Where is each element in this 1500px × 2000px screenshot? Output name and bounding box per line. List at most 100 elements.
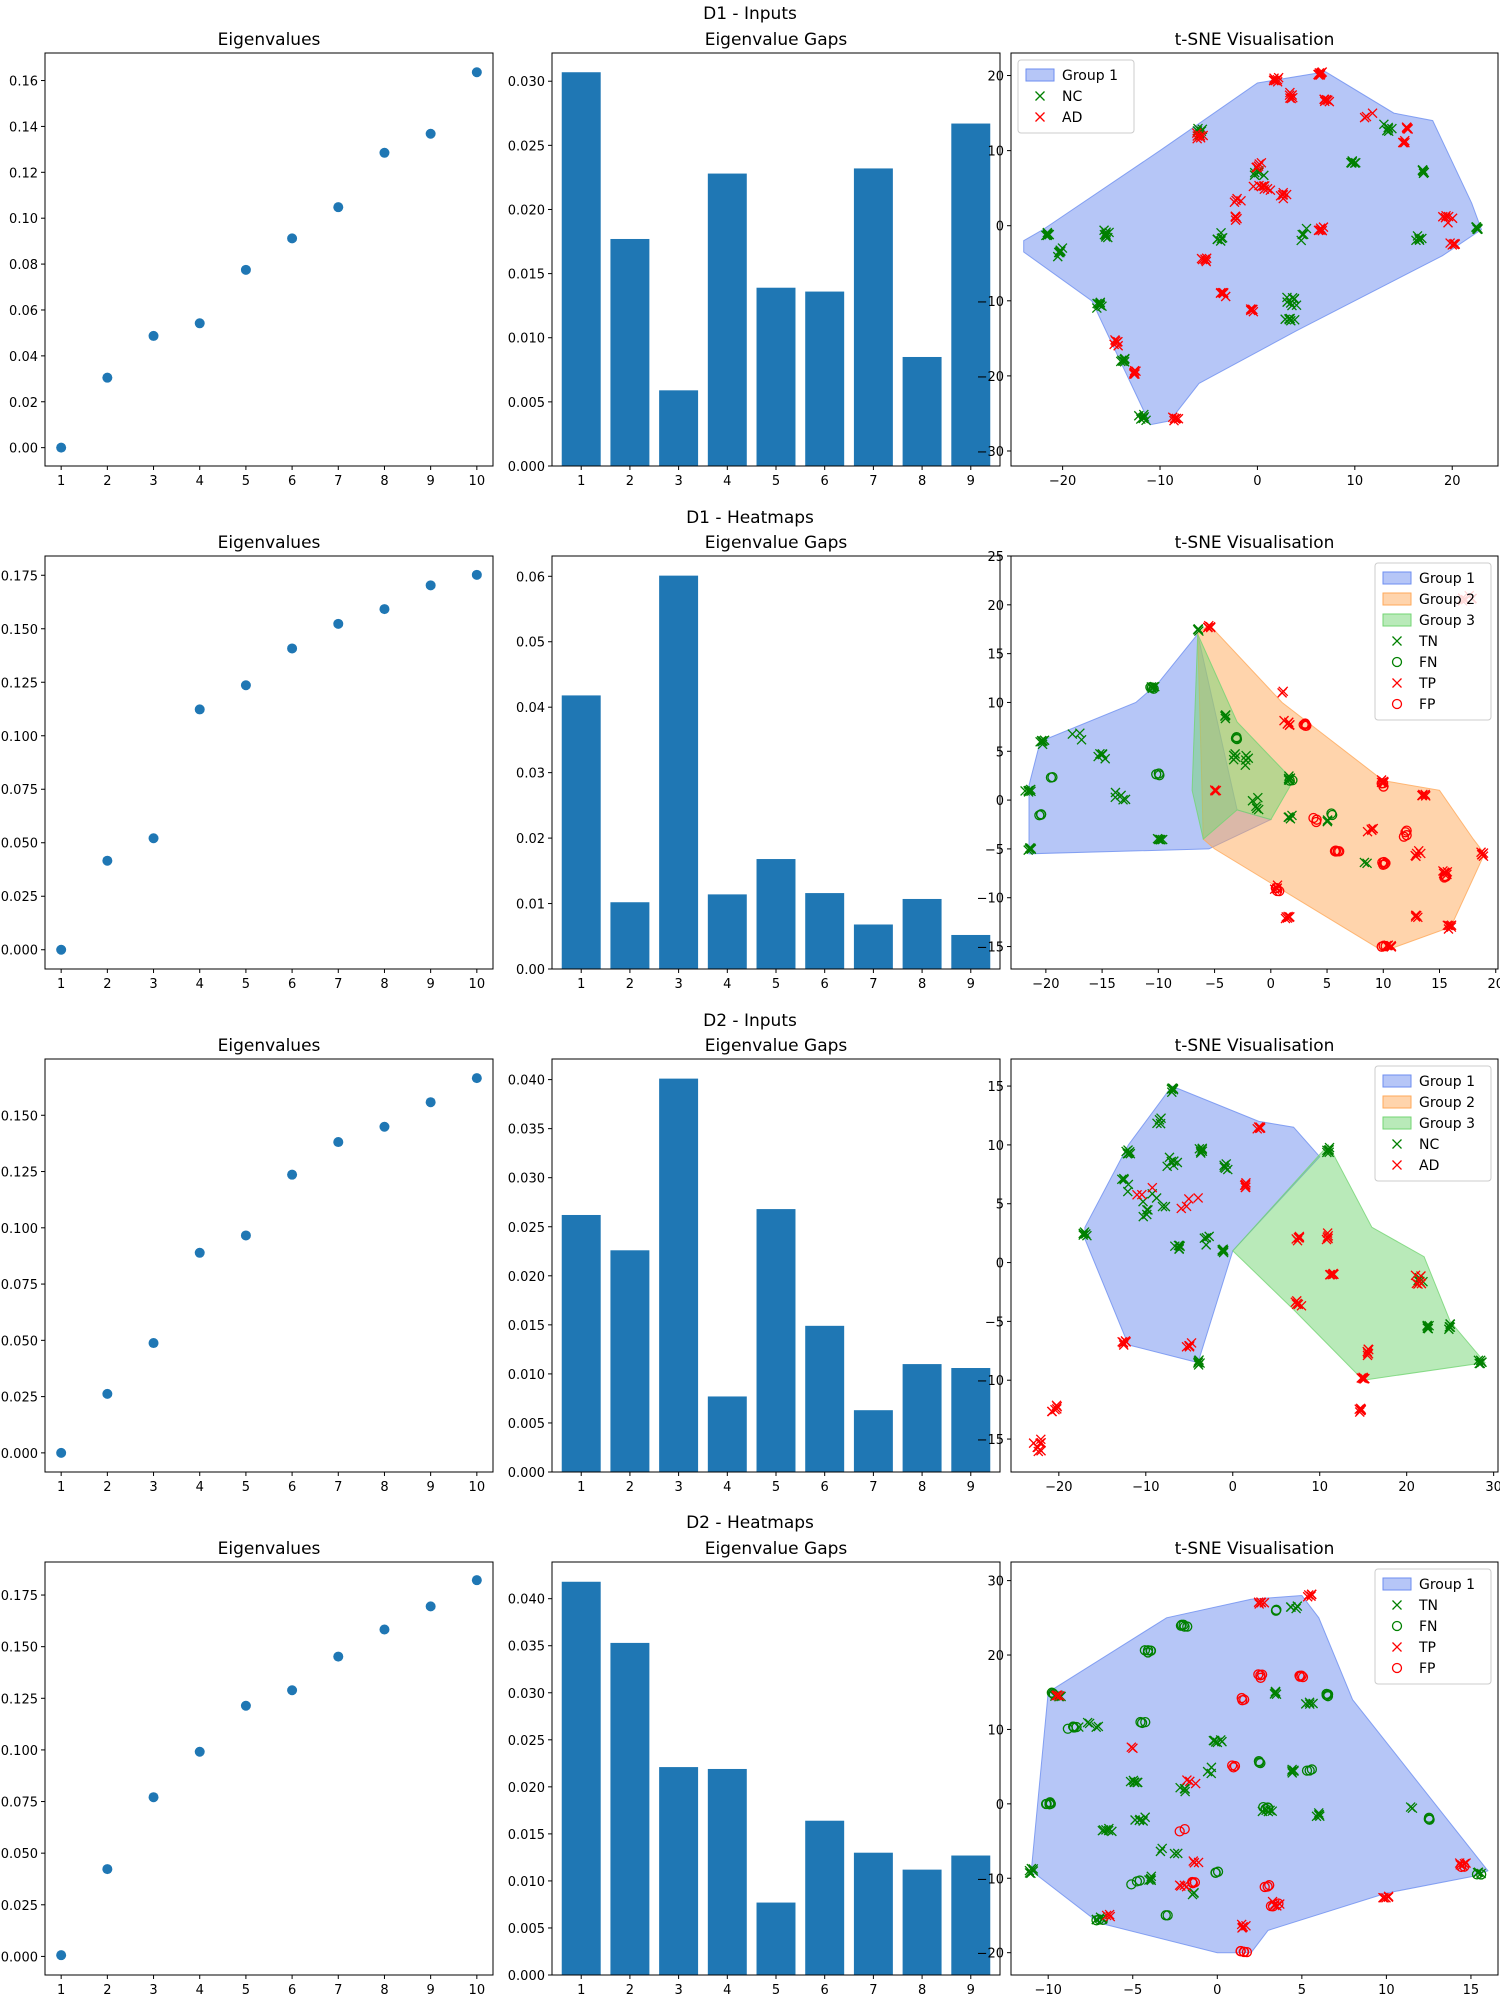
x-tick-label: 2 bbox=[626, 977, 634, 992]
y-tick-label: 0.025 bbox=[508, 1221, 545, 1236]
marker-x bbox=[1174, 1244, 1185, 1255]
marker-o bbox=[1334, 846, 1345, 857]
marker-o bbox=[1423, 1812, 1435, 1823]
x-tick-label: 8 bbox=[918, 977, 926, 992]
marker-x bbox=[1042, 229, 1053, 240]
eigenvalue-point bbox=[194, 1746, 205, 1757]
x-tick-label: 0 bbox=[1267, 977, 1275, 992]
marker-x bbox=[1289, 293, 1300, 304]
marker-x bbox=[1443, 920, 1454, 931]
marker-x bbox=[1284, 912, 1295, 923]
x-tick-label: 9 bbox=[427, 474, 435, 489]
x-tick-label: 8 bbox=[918, 474, 926, 489]
marker-x bbox=[1366, 824, 1377, 835]
marker-x bbox=[1416, 790, 1427, 801]
marker-x bbox=[1230, 212, 1241, 223]
x-tick-label: 7 bbox=[869, 1983, 877, 1998]
marker-x bbox=[1147, 1182, 1158, 1193]
gap-bar bbox=[853, 168, 893, 466]
marker-o bbox=[1391, 656, 1403, 668]
y-tick-label: −5 bbox=[985, 843, 1004, 858]
x-tick-label: 10 bbox=[469, 1983, 486, 1998]
marker-x bbox=[1051, 1403, 1062, 1414]
plot-title: Eigenvalue Gaps bbox=[705, 30, 848, 50]
y-tick-label: 20 bbox=[987, 599, 1004, 614]
x-tick-label: 1 bbox=[577, 977, 585, 992]
marker-x bbox=[1155, 1118, 1166, 1129]
x-tick-label: 9 bbox=[427, 977, 435, 992]
marker-x bbox=[1278, 686, 1289, 697]
x-tick-label: 1 bbox=[57, 977, 65, 992]
marker-x bbox=[1356, 1373, 1367, 1383]
eigenvalue-point bbox=[379, 1121, 390, 1132]
marker-x bbox=[1215, 236, 1226, 246]
y-tick-label: 0.020 bbox=[508, 203, 545, 218]
x-tick-label: 10 bbox=[469, 977, 486, 992]
tsne-plot: t-SNE Visualisation −10 −5 0 5 10 15 −20 −10 0 10 2… bbox=[977, 1539, 1499, 1998]
y-tick-label: 5 bbox=[996, 745, 1004, 760]
y-tick-label: 0.100 bbox=[1, 1744, 38, 1759]
marker-x bbox=[1313, 1807, 1324, 1818]
marker-x bbox=[1076, 734, 1087, 745]
x-tick-label: 5 bbox=[772, 1480, 780, 1495]
eigenvalue-gaps-plot: Eigenvalue Gaps 0.00 0.01 0.02 0.03 0.04 0.05 0… bbox=[516, 533, 1001, 992]
marker-o bbox=[1179, 1823, 1190, 1835]
eigenvalue-point bbox=[471, 1073, 482, 1084]
x-tick-label: 8 bbox=[380, 474, 388, 489]
y-tick-label: 0.025 bbox=[508, 139, 545, 154]
y-tick-label: 0.04 bbox=[516, 701, 545, 716]
x-tick-label: −20 bbox=[1045, 1480, 1072, 1495]
eigenvalue-point bbox=[333, 618, 344, 629]
marker-x bbox=[1193, 626, 1204, 637]
gap-bar bbox=[902, 898, 942, 969]
group-hull bbox=[1023, 71, 1483, 426]
marker-x bbox=[1278, 187, 1289, 198]
marker-x bbox=[1212, 1737, 1223, 1748]
marker-x bbox=[1103, 1823, 1114, 1834]
marker-x bbox=[1247, 795, 1258, 806]
gap-bar bbox=[756, 1209, 796, 1472]
marker-x bbox=[1199, 1233, 1210, 1244]
marker-x bbox=[1306, 1589, 1317, 1600]
legend-swatch bbox=[1382, 571, 1412, 585]
marker-x bbox=[1286, 1766, 1297, 1777]
legend: Group 1 NC AD bbox=[1017, 59, 1135, 134]
y-tick-label: 0.10 bbox=[9, 212, 38, 227]
x-tick-label: 9 bbox=[427, 1983, 435, 1998]
x-tick-label: 1 bbox=[57, 474, 65, 489]
axes-frame bbox=[1010, 555, 1499, 970]
marker-o bbox=[1045, 772, 1057, 783]
gap-bar bbox=[805, 893, 845, 969]
eigenvalue-point bbox=[148, 833, 159, 844]
marker-x bbox=[1146, 1875, 1157, 1886]
marker-x bbox=[1039, 735, 1050, 746]
marker-x bbox=[1383, 122, 1394, 133]
marker-x bbox=[1308, 1698, 1319, 1709]
row-title: D1 - Heatmaps bbox=[686, 508, 814, 528]
marker-o bbox=[1391, 1662, 1403, 1674]
y-tick-label: 20 bbox=[987, 70, 1004, 85]
x-tick-label: −10 bbox=[1146, 474, 1173, 489]
gap-bar bbox=[951, 123, 991, 466]
x-tick-label: 5 bbox=[772, 474, 780, 489]
marker-x bbox=[1236, 195, 1246, 206]
y-tick-label: 0.000 bbox=[1, 944, 38, 959]
marker-x bbox=[1032, 1442, 1043, 1453]
y-tick-label: 0.05 bbox=[516, 636, 545, 651]
marker-x bbox=[1141, 1204, 1152, 1215]
marker-x bbox=[1414, 233, 1425, 244]
marker-x bbox=[1410, 1270, 1421, 1281]
gap-bar bbox=[659, 575, 699, 969]
marker-x bbox=[1078, 1230, 1089, 1241]
y-tick-label: 0.125 bbox=[1, 1692, 38, 1707]
eigenvalues-plot: Eigenvalues 0.000 0.025 0.050 0.075 0.100 0.12… bbox=[1, 533, 494, 992]
x-tick-label: 1 bbox=[577, 1983, 585, 1998]
marker-x bbox=[1294, 1232, 1305, 1243]
marker-x bbox=[1129, 1777, 1140, 1788]
marker-o bbox=[1258, 1801, 1269, 1813]
marker-x bbox=[1109, 339, 1120, 350]
marker-x bbox=[1127, 1743, 1138, 1754]
x-tick-label: 3 bbox=[149, 1983, 157, 1998]
x-tick-label: 3 bbox=[674, 1983, 682, 1998]
y-tick-label: 0.150 bbox=[1, 623, 38, 638]
